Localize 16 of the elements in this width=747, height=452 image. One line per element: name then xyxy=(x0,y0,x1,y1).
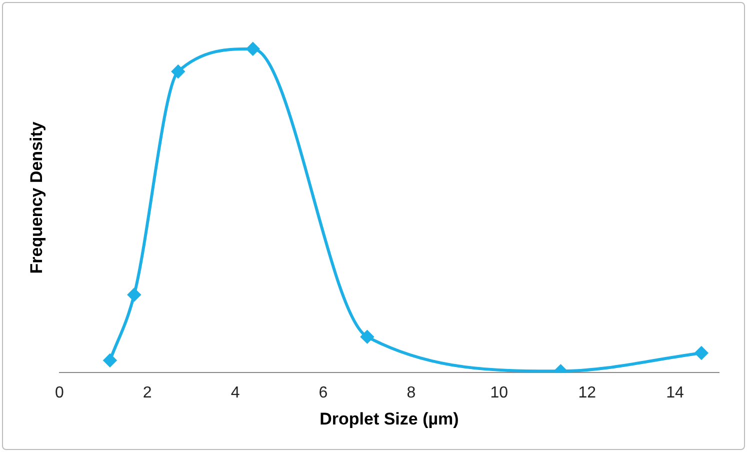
x-tick-label: 12 xyxy=(578,384,596,402)
point xyxy=(246,42,260,56)
point xyxy=(360,330,374,344)
x-tick-label: 6 xyxy=(318,384,328,402)
x-tick-label: 2 xyxy=(142,384,152,402)
point xyxy=(103,354,116,367)
x-tick-label: 10 xyxy=(490,384,508,402)
point xyxy=(172,65,185,78)
x-tick-label: 4 xyxy=(230,384,240,402)
x-tick-label: 8 xyxy=(406,384,416,402)
point xyxy=(128,288,141,302)
point xyxy=(694,346,708,360)
x-tick-label: 14 xyxy=(666,384,684,402)
y-axis-title: Frequency Density xyxy=(26,121,46,274)
x-axis-title: Droplet Size (µm) xyxy=(320,409,459,428)
x-tick-label: 0 xyxy=(54,384,64,402)
